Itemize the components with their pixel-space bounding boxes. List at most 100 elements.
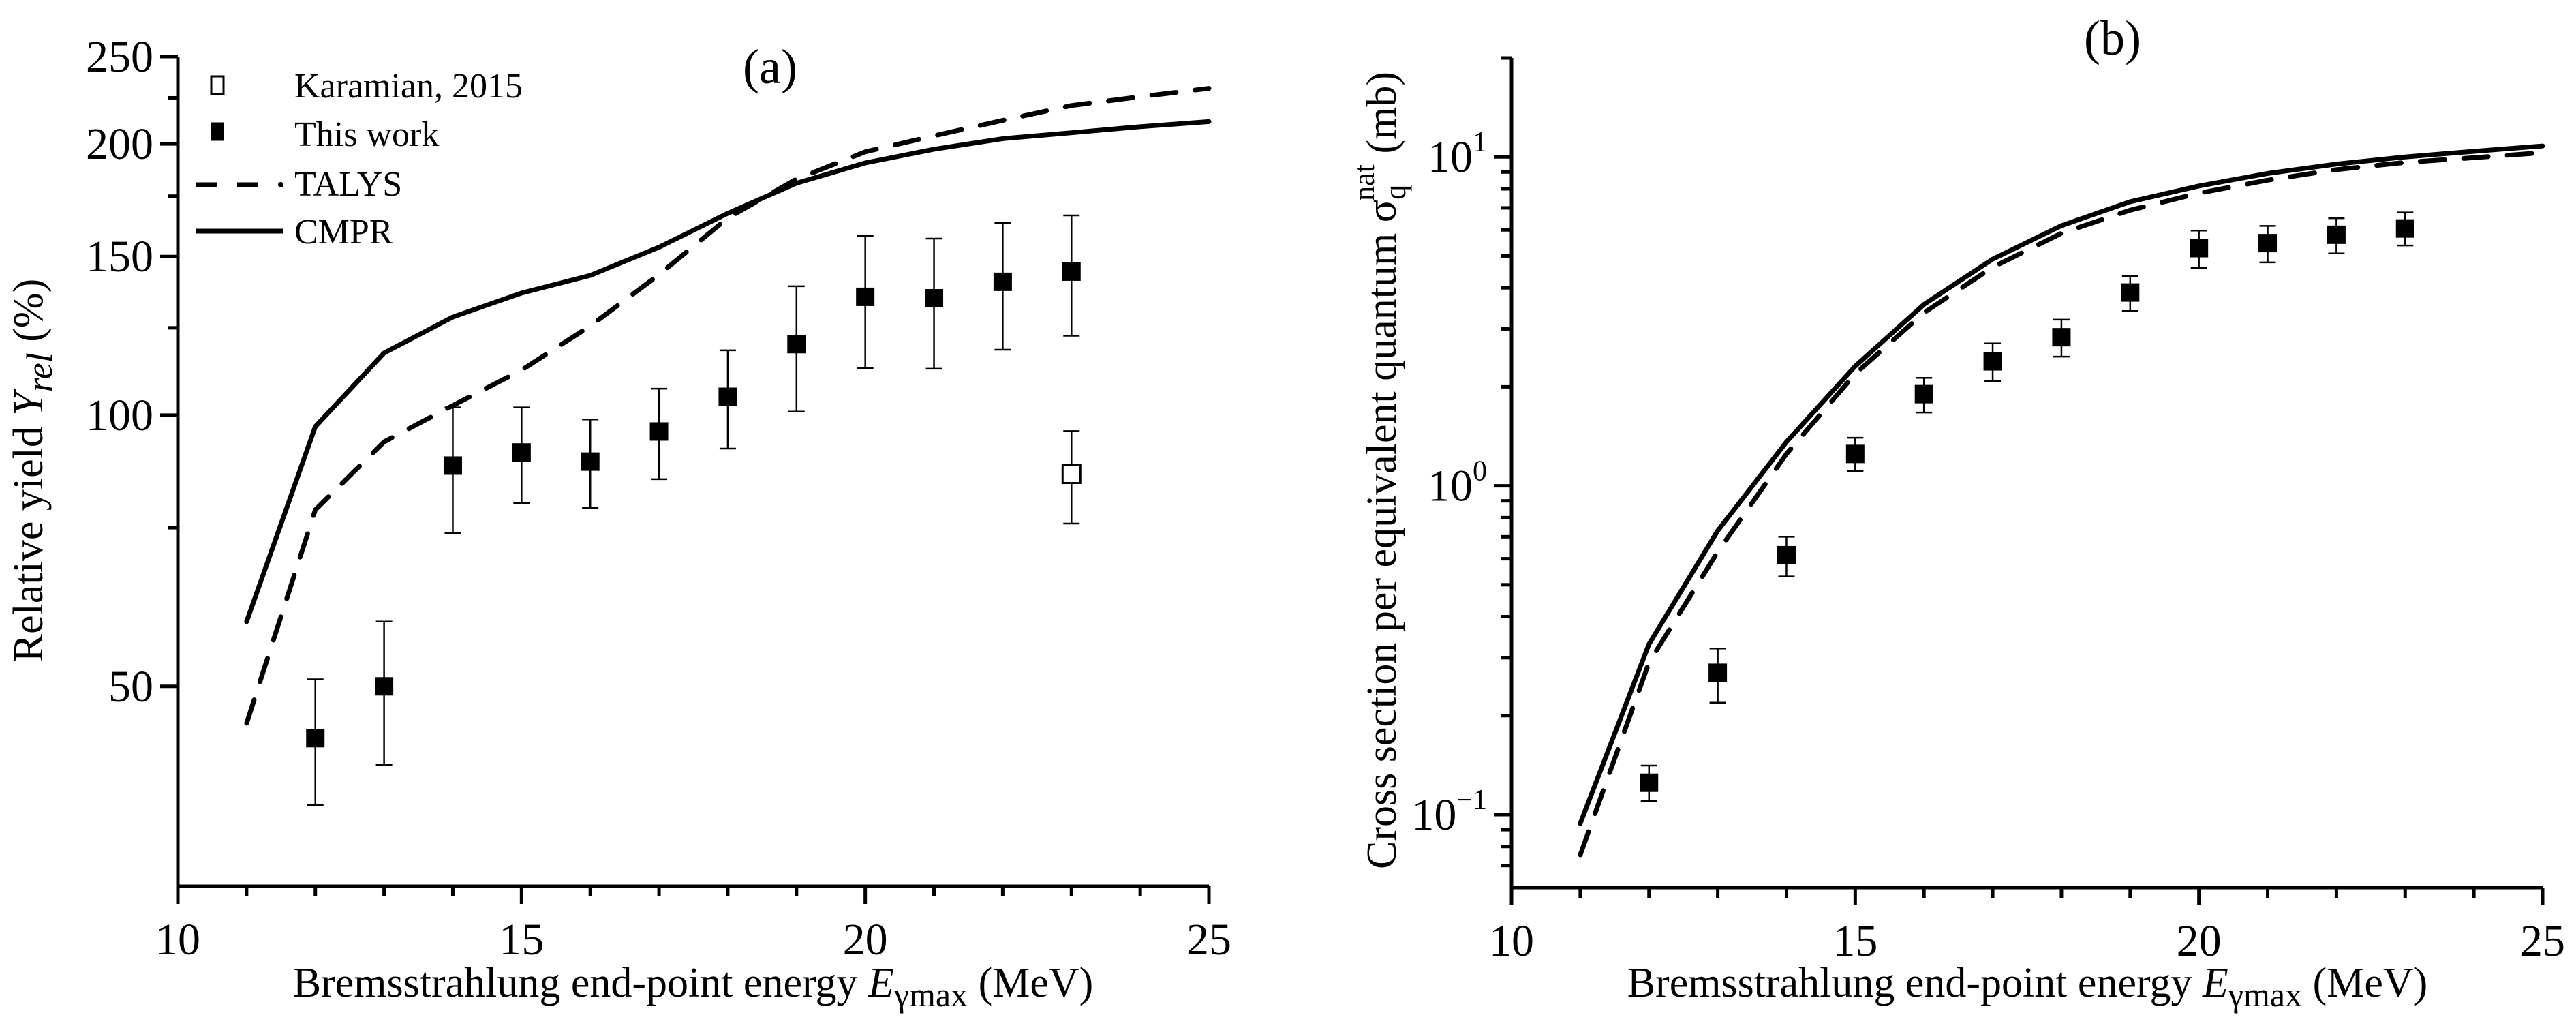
filled-square-marker [1914,384,1933,404]
curve-cmpr [244,119,1212,624]
data-point-karamian-2015 [1061,430,1082,525]
panel-a-legend: Karamian, 2015 This work TALYS CMPR [196,67,523,252]
legend-dashed-line-icon [278,182,283,187]
filled-square-marker [1640,773,1659,792]
filled-square-marker [1062,262,1081,281]
filled-square-marker [787,335,806,354]
curve-talys [1578,150,2545,858]
x-tick-label: 25 [1186,915,1231,965]
panel-a-axes [160,55,1211,904]
y-tick-label: 101 [1428,127,1487,182]
filled-square-marker [2052,328,2071,347]
filled-square-marker [512,443,531,462]
y-label-unit: (mb) [1359,72,1405,164]
x-tick-label: 10 [155,915,200,965]
y-label-var: Y [5,389,52,416]
panel-a-y-axis-label: Relative yield Yrel (%) [5,279,60,662]
open-square-marker [1061,464,1082,485]
data-point-this-work [1708,648,1728,704]
panel-b-label: (b) [2084,11,2141,65]
y-label-unit: (%) [5,279,52,352]
data-point-this-work [718,349,737,450]
filled-square-marker [2121,283,2140,302]
filled-square-marker [1845,444,1865,464]
data-point-this-work [306,678,325,806]
filled-square-marker [925,289,944,308]
legend-item-cmpr: CMPR [196,213,393,252]
data-point-this-work [1777,536,1796,577]
panel-b-x-axis-label: Bremsstrahlung end-point energy Eγmax (M… [1627,960,2428,1014]
panel-b-points [1640,211,2414,802]
data-point-this-work [2190,230,2209,269]
y-tick-label: 100 [86,391,153,440]
filled-square-marker [2327,225,2346,244]
y-tick-label: 250 [86,32,153,82]
x-label-var: E [868,960,894,1006]
x-label-unit: (MeV) [968,960,1093,1006]
data-point-this-work [787,285,806,413]
x-label-sub: γmax [893,976,968,1014]
filled-square-marker [2258,234,2278,253]
legend-label: CMPR [294,213,393,252]
filled-square-marker [856,287,875,306]
panel-b-y-axis-label: Cross section per equivalent quantum σqn… [1347,72,1412,869]
data-point-this-work [856,235,875,369]
x-label-text: Bremsstrahlung end-point energy [293,960,868,1006]
filled-square-marker [718,387,737,406]
y-label-sup: nat [1347,164,1381,201]
y-label-sub: rel [19,352,60,392]
y-tick-label: 100 [1428,456,1487,511]
panel-b-cross-section: 10 15 20 25 10−1 100 101 (b) Bremsstrahlung en… [1347,11,2565,1014]
legend-filled-square-icon [211,122,224,141]
y-tick-label: 10−1 [1411,785,1487,840]
y-label-text: Cross section per equivalent quantum [1359,222,1405,869]
data-point-this-work [649,387,669,481]
legend-open-square-icon [210,75,225,95]
data-point-this-work [2327,217,2346,254]
legend-item-karamian: Karamian, 2015 [210,67,523,106]
data-point-this-work [581,419,600,509]
data-point-this-work [1845,436,1865,472]
filled-square-marker [1777,545,1796,564]
y-tick-label: 200 [86,119,153,169]
data-point-this-work [512,406,531,504]
filled-square-marker [443,456,462,475]
data-point-this-work [925,237,944,370]
x-tick-label: 20 [843,915,888,965]
x-tick-label: 15 [1833,916,1877,966]
x-label-unit: (MeV) [2302,960,2427,1006]
panel-b-curves [1578,143,2545,858]
data-point-this-work [1914,376,1933,414]
panel-a-x-axis-label: Bremsstrahlung end-point energy Eγmax (M… [293,960,1094,1014]
filled-square-marker [2190,239,2209,258]
panel-a-relative-yield: 10 15 20 25 50 100 150 200 250 (a) Bremsstrahlun… [5,32,1231,1014]
legend-label: TALYS [294,165,402,204]
y-tick-label: 50 [108,662,153,712]
x-tick-label: 15 [499,915,544,965]
panel-b-tick-labels: 10 15 20 25 10−1 100 101 [1411,127,2565,966]
panel-a-label: (a) [743,40,797,94]
data-point-this-work [2395,211,2414,247]
legend-label: Karamian, 2015 [294,67,523,106]
data-point-this-work [1983,342,2002,382]
y-label-var: σ [1359,200,1405,222]
data-point-this-work [993,222,1012,351]
panel-b-axes [1494,56,2545,905]
filled-square-marker [2395,219,2414,238]
filled-square-marker [649,422,669,441]
filled-square-marker [1983,352,2002,371]
panel-a-points [306,214,1082,806]
panel-a-tick-labels: 10 15 20 25 50 100 150 200 250 [86,32,1231,965]
panel-a-curves [244,86,1212,726]
y-label-text: Relative yield [5,416,52,663]
x-label-text: Bremsstrahlung end-point energy [1627,960,2203,1006]
legend-item-talys: TALYS [196,165,402,204]
y-label-sub: q [1379,185,1412,200]
legend-label: This work [294,115,439,154]
x-tick-label: 10 [1489,916,1534,966]
filled-square-marker [375,677,394,696]
filled-square-marker [993,272,1012,291]
data-point-this-work [1640,764,1659,802]
filled-square-marker [581,452,600,471]
